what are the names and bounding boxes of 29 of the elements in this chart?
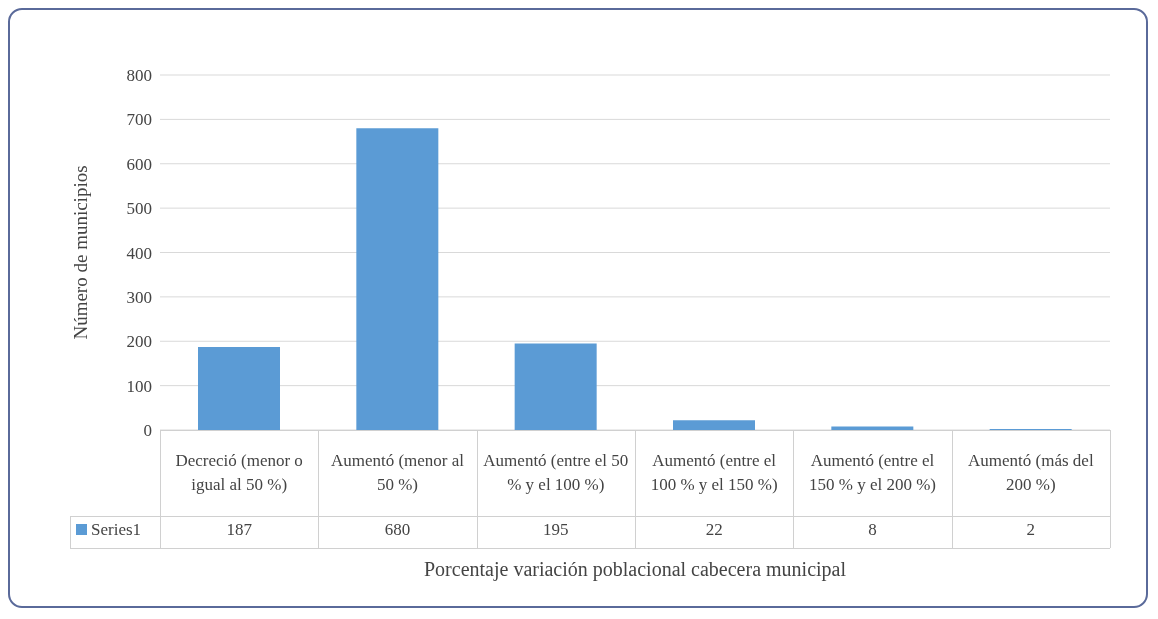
bar [673, 420, 755, 430]
y-axis-title: Número de municipios [69, 165, 91, 340]
y-tick-label: 400 [126, 243, 152, 263]
y-tick-label: 500 [126, 199, 152, 219]
bar [198, 347, 280, 430]
x-tick-label: Aumentó (entre el 100 % y el 150 %) [649, 450, 779, 496]
y-tick-label: 0 [143, 421, 152, 441]
y-tick-label: 700 [126, 110, 152, 130]
data-label: 195 [543, 520, 569, 539]
x-tick-label: Decreció (menor o igual al 50 %) [174, 450, 304, 496]
x-tick-label: Aumentó (menor al 50 %) [329, 450, 466, 496]
x-tick-label: Aumentó (más del 200 %) [967, 450, 1095, 496]
y-tick-label: 200 [126, 332, 152, 352]
y-tick-label: 100 [126, 376, 152, 396]
x-tick-label: Aumentó (entre el 150 % y el 200 %) [808, 450, 937, 496]
y-tick-label: 600 [126, 154, 152, 174]
bar [514, 343, 597, 430]
data-label: 22 [705, 520, 723, 539]
data-label: 680 [384, 520, 411, 539]
data-label: 187 [226, 520, 252, 539]
y-tick-label: 300 [126, 287, 152, 307]
legend-label: Series1 [91, 520, 142, 539]
x-axis-title: Porcentaje variación poblacional cabecera municipal [423, 558, 847, 581]
data-label: 8 [868, 520, 877, 539]
bar [831, 426, 914, 430]
y-tick-label: 800 [126, 66, 152, 86]
bar [356, 128, 439, 430]
data-label: 2 [1026, 520, 1036, 539]
x-tick-label: Aumentó (entre el 50 % y el 100 %) [482, 450, 629, 496]
